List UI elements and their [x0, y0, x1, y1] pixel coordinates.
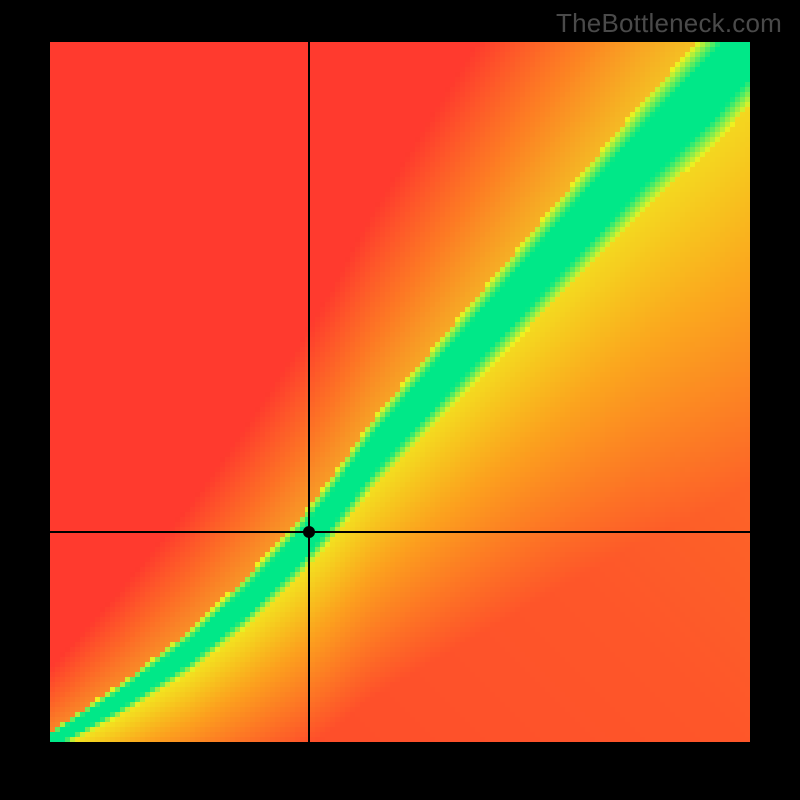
plot-area — [50, 42, 750, 742]
crosshair-horizontal — [50, 531, 750, 533]
crosshair-marker — [303, 526, 315, 538]
crosshair-vertical — [308, 42, 310, 742]
watermark-text: TheBottleneck.com — [556, 8, 782, 39]
heatmap-canvas — [50, 42, 750, 742]
